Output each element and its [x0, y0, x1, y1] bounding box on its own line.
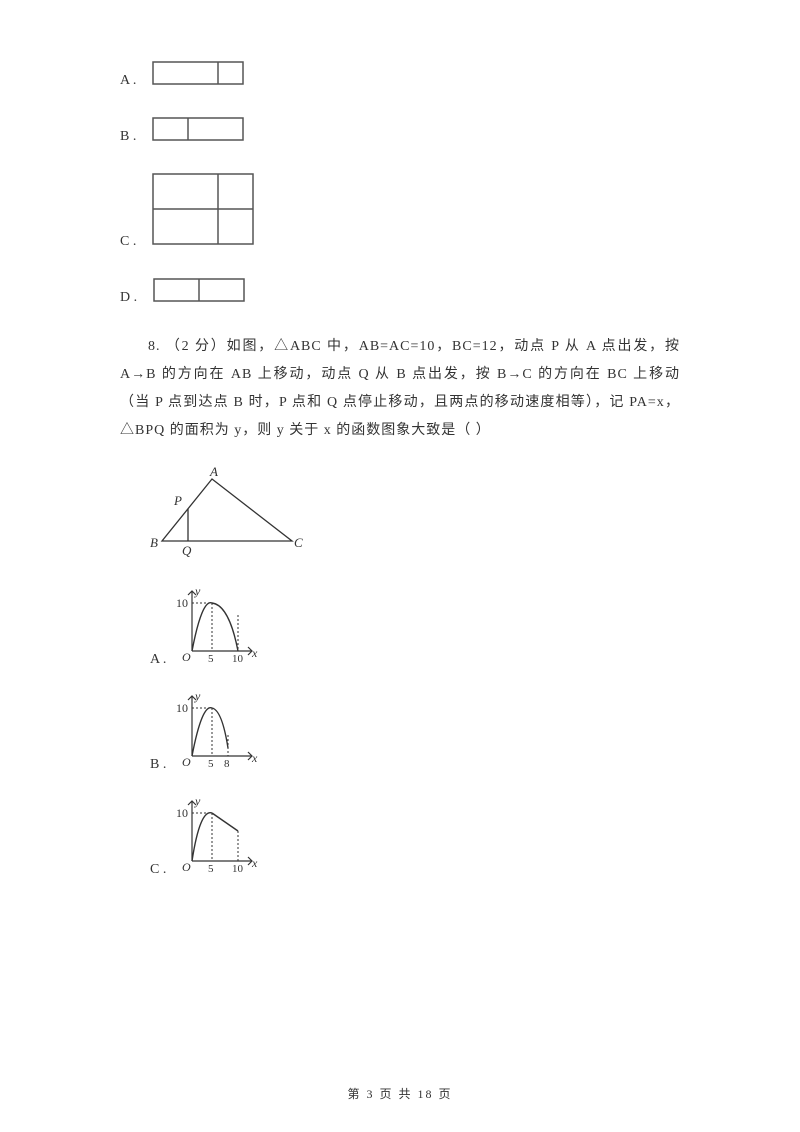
graph-option-label-b: B .	[150, 757, 166, 775]
svg-text:10: 10	[176, 806, 188, 820]
question-8-text: 8. （2 分）如图，△ABC 中，AB=AC=10，BC=12，动点 P 从 …	[120, 333, 680, 445]
svg-text:B: B	[150, 535, 158, 550]
page-footer: 第 3 页 共 18 页	[0, 1085, 800, 1102]
option-label-d: D .	[120, 290, 137, 308]
option-figure-c	[151, 172, 256, 252]
svg-text:10: 10	[176, 596, 188, 610]
svg-text:8: 8	[224, 758, 230, 770]
svg-text:A: A	[209, 465, 218, 479]
option-label-b: B .	[120, 129, 136, 147]
graph-option-label-a: A .	[150, 652, 166, 670]
option-figure-a	[151, 60, 246, 91]
graph-figure-a: y x O 10 5 10	[174, 585, 259, 670]
svg-text:5: 5	[208, 653, 214, 665]
option-label-c: C .	[120, 234, 136, 252]
svg-text:y: y	[194, 690, 201, 703]
svg-text:10: 10	[176, 701, 188, 715]
svg-text:O: O	[182, 860, 191, 874]
svg-text:x: x	[251, 856, 258, 870]
option-label-a: A .	[120, 73, 136, 91]
svg-text:y: y	[194, 795, 201, 808]
svg-text:5: 5	[208, 863, 214, 875]
svg-text:10: 10	[232, 653, 244, 665]
svg-text:x: x	[251, 646, 258, 660]
svg-text:y: y	[194, 585, 201, 598]
triangle-figure: A B C P Q	[150, 465, 700, 565]
svg-text:C: C	[294, 535, 303, 550]
svg-text:10: 10	[232, 863, 244, 875]
graph-option-label-c: C .	[150, 862, 166, 880]
graph-figure-b: y x O 10 5 8	[174, 690, 259, 775]
svg-text:Q: Q	[182, 543, 192, 558]
svg-text:O: O	[182, 650, 191, 664]
svg-text:P: P	[173, 493, 182, 508]
option-figure-b	[151, 116, 246, 147]
svg-text:O: O	[182, 755, 191, 769]
svg-text:x: x	[251, 751, 258, 765]
graph-figure-c: y x O 10 5 10	[174, 795, 259, 880]
option-figure-d	[152, 277, 247, 308]
svg-text:5: 5	[208, 758, 214, 770]
